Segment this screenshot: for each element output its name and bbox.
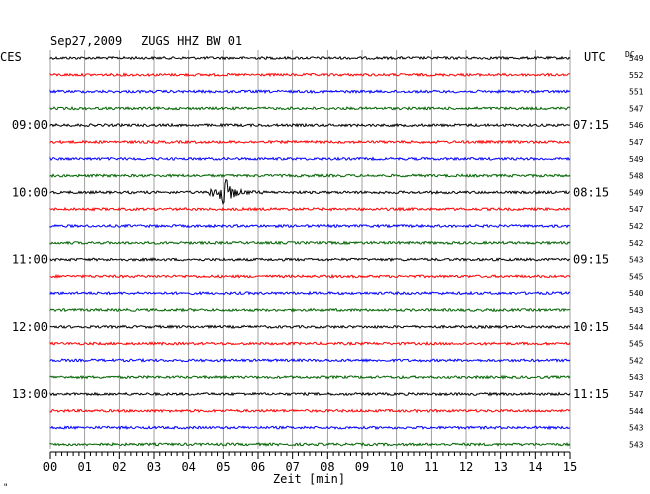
row-dc-value: 548 (629, 172, 644, 181)
row-dc-value: 543 (629, 440, 644, 449)
trace-row-8 (49, 178, 571, 205)
trace-row-2 (49, 89, 571, 95)
x-tick-label: 05 (216, 460, 230, 474)
row-dc-value: 547 (629, 390, 644, 399)
trace-row-21 (49, 408, 571, 414)
x-tick-label: 12 (459, 460, 473, 474)
trace-row-0 (49, 55, 571, 61)
trace-row-9 (49, 206, 571, 212)
row-right-time-label: 10:15 (573, 320, 609, 334)
x-tick-label: 15 (563, 460, 577, 474)
trace-row-10 (49, 223, 570, 229)
x-tick-layer: 00 01 02 03 04 05 06 07 08 09 10 11 12 13 14 15 (43, 451, 577, 474)
row-dc-value: 540 (629, 289, 644, 298)
trace-row-17 (49, 341, 571, 347)
row-left-time-label: 10:00 (12, 185, 48, 199)
station-label: ZUGS HHZ BW 01 (141, 34, 242, 48)
trace-layer (49, 55, 571, 447)
trace-row-7 (49, 173, 571, 179)
trace-row-18 (49, 357, 571, 363)
row-dc-value: 543 (629, 373, 644, 382)
row-dc-value: 545 (629, 272, 644, 281)
row-right-time-label: 08:15 (573, 185, 609, 199)
trace-row-23 (49, 441, 571, 447)
grid-lines (49, 50, 571, 449)
x-tick-label: 07 (285, 460, 299, 474)
row-dc-value: 542 (629, 356, 644, 365)
corner-mark: " (3, 483, 8, 493)
trace-row-20 (49, 391, 571, 397)
right-zone-label: UTC (584, 50, 606, 64)
row-right-time-label: 09:15 (573, 253, 609, 267)
x-tick-label: 06 (251, 460, 265, 474)
trace-row-16 (49, 324, 571, 330)
x-tick-label: 04 (181, 460, 195, 474)
x-tick-label: 14 (528, 460, 542, 474)
row-dc-value: 547 (629, 205, 644, 214)
trace-row-11 (49, 240, 571, 246)
row-dc-value: 543 (629, 424, 644, 433)
row-dc-value: 543 (629, 306, 644, 315)
row-dc-value: 544 (629, 323, 644, 332)
x-tick-label: 01 (77, 460, 91, 474)
row-dc-value: 547 (629, 138, 644, 147)
x-tick-label: 03 (147, 460, 161, 474)
row-left-time-label: 11:00 (12, 253, 48, 267)
row-dc-value: 547 (629, 104, 644, 113)
row-dc-value: 545 (629, 340, 644, 349)
row-dc-value: 552 (629, 71, 644, 80)
trace-row-6 (49, 156, 571, 162)
row-right-time-label: 11:15 (573, 387, 609, 401)
x-tick-label: 11 (424, 460, 438, 474)
row-dc-value: 542 (629, 222, 644, 231)
row-dc-value: 543 (629, 256, 644, 265)
x-tick-label: 13 (493, 460, 507, 474)
row-dc-value: 544 (629, 407, 644, 416)
row-dc-value: 546 (629, 121, 644, 130)
trace-row-15 (49, 307, 571, 313)
trace-row-19 (49, 374, 571, 380)
x-tick-label: 09 (355, 460, 369, 474)
row-left-time-label: 13:00 (12, 387, 48, 401)
trace-row-5 (49, 139, 571, 145)
x-tick-label: 08 (320, 460, 334, 474)
row-dc-value: 549 (629, 54, 644, 63)
x-tick-label: 00 (43, 460, 57, 474)
left-zone-label: CES (0, 50, 22, 64)
row-label-layer: 549 552 551 547 09:00 07:15 546 547 549 548 10:00 0… (12, 54, 644, 449)
trace-row-4 (49, 122, 571, 128)
row-left-time-label: 12:00 (12, 320, 48, 334)
row-dc-value: 542 (629, 239, 644, 248)
trace-row-3 (49, 105, 571, 111)
trace-row-14 (49, 290, 571, 296)
row-dc-value: 549 (629, 155, 644, 164)
trace-row-12 (49, 257, 571, 263)
x-axis-label: Zeit [min] (273, 472, 345, 486)
trace-row-13 (49, 273, 571, 279)
x-tick-label: 10 (389, 460, 403, 474)
row-dc-value: 551 (629, 88, 644, 97)
row-left-time-label: 09:00 (12, 118, 48, 132)
date-label: Sep27,2009 (50, 34, 122, 48)
trace-row-22 (49, 425, 571, 431)
x-tick-label: 02 (112, 460, 126, 474)
dc-header-label: DC (625, 50, 635, 59)
row-dc-value: 549 (629, 188, 644, 197)
trace-row-1 (49, 72, 571, 78)
row-right-time-label: 07:15 (573, 118, 609, 132)
